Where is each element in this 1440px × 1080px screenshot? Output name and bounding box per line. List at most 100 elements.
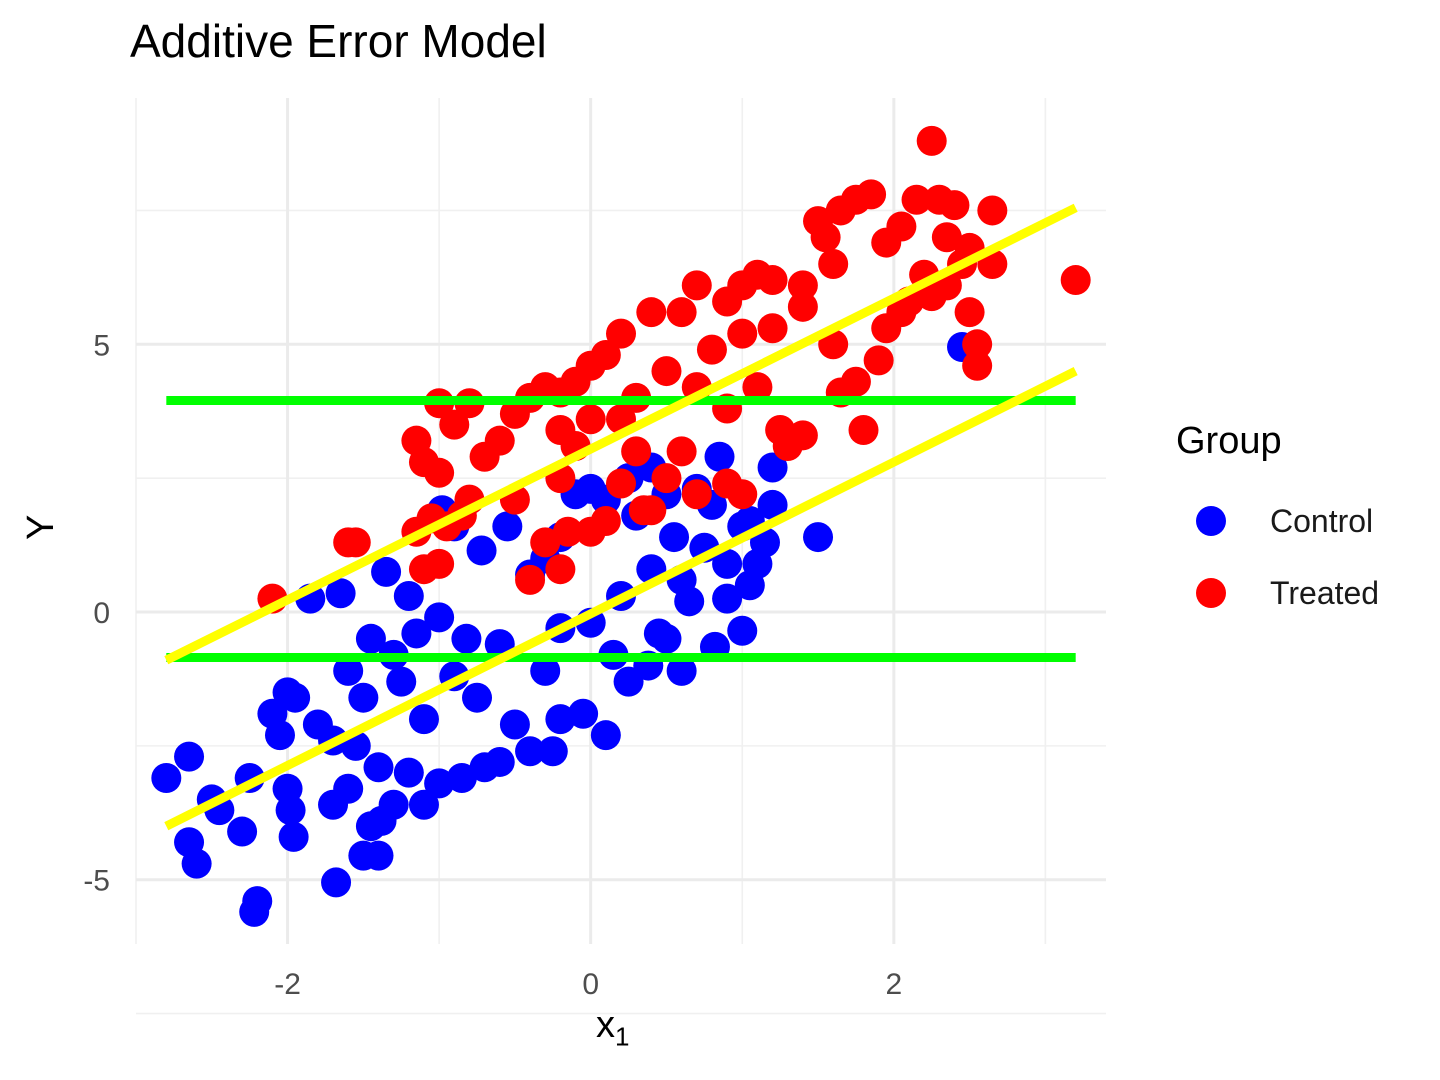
point-treated [977, 195, 1008, 226]
point-control [348, 682, 379, 713]
point-treated [787, 420, 818, 451]
point-control [446, 763, 477, 794]
point-treated [916, 125, 947, 156]
point-treated [742, 372, 773, 403]
point-control [321, 867, 352, 898]
point-control [386, 666, 417, 697]
point-control [363, 752, 394, 783]
point-treated [696, 334, 727, 365]
point-treated [575, 404, 606, 435]
point-treated [840, 366, 871, 397]
point-control [355, 623, 386, 654]
point-treated [727, 318, 758, 349]
point-treated [545, 414, 576, 445]
x-tick-label: 2 [885, 968, 902, 1001]
point-control [333, 655, 364, 686]
point-control [174, 741, 205, 772]
y-axis-title: Y [20, 514, 62, 540]
point-treated [636, 297, 667, 328]
point-control [643, 618, 674, 649]
y-tick-label: 5 [93, 329, 110, 362]
point-treated [787, 291, 818, 322]
point-control [712, 548, 743, 579]
point-treated [803, 206, 834, 237]
point-control [613, 666, 644, 697]
point-treated [681, 270, 712, 301]
point-control [757, 489, 788, 520]
point-treated [901, 184, 932, 215]
point-control [466, 535, 497, 566]
y-tick-label: -5 [83, 865, 110, 898]
x-tick-label: 0 [582, 968, 599, 1001]
point-control [278, 821, 309, 852]
point-treated [681, 479, 712, 510]
point-treated [424, 457, 455, 488]
point-control [727, 615, 758, 646]
point-treated [590, 506, 621, 536]
point-control [318, 789, 349, 820]
point-control [280, 682, 311, 713]
point-treated [787, 270, 818, 301]
point-control [371, 556, 402, 587]
x-axis-title-subscript: 1 [615, 1021, 630, 1052]
point-treated [651, 356, 682, 387]
point-control [462, 682, 493, 713]
point-treated [863, 345, 894, 376]
fit-line [164, 367, 1078, 831]
point-treated [962, 350, 993, 381]
point-treated [712, 286, 743, 317]
point-control [674, 586, 705, 617]
point-control [325, 578, 356, 609]
point-treated [727, 479, 758, 510]
point-control [363, 840, 394, 871]
point-control [401, 618, 432, 649]
point-treated [530, 527, 561, 558]
point-treated [621, 436, 652, 467]
point-control [227, 816, 258, 847]
point-control [568, 698, 599, 729]
point-control [264, 720, 295, 751]
point-treated [651, 463, 682, 494]
point-control [757, 452, 788, 483]
point-treated [636, 495, 667, 526]
point-control [181, 848, 212, 879]
point-control [499, 709, 530, 740]
point-treated [954, 297, 985, 328]
legend-label-control: Control [1270, 502, 1374, 539]
point-control [537, 736, 568, 767]
chart-title: Additive Error Model [130, 15, 547, 67]
point-control [803, 522, 834, 553]
x-tick-label: -2 [274, 968, 301, 1001]
legend-item-treated: Treated [1176, 557, 1379, 629]
legend-title: Group [1176, 420, 1282, 462]
point-treated [484, 425, 515, 456]
point-control [530, 655, 561, 686]
x-axis-title-text: x [596, 1004, 615, 1046]
point-control [393, 580, 424, 611]
legend-swatch-control [1196, 506, 1226, 536]
point-control [378, 789, 409, 820]
point-control [492, 511, 523, 542]
fit-line [164, 203, 1078, 665]
point-control [275, 795, 306, 826]
point-control [393, 757, 424, 788]
point-treated [1060, 265, 1091, 296]
point-control [704, 441, 735, 472]
point-control [408, 789, 439, 820]
point-control [469, 752, 500, 783]
point-treated [931, 222, 962, 253]
point-treated [606, 318, 636, 349]
point-treated [552, 516, 583, 547]
point-treated [962, 329, 993, 360]
point-control [712, 583, 743, 614]
point-control [424, 768, 455, 799]
legend: Group Control Treated [1176, 420, 1379, 629]
point-control [545, 704, 576, 735]
point-treated [606, 468, 636, 499]
point-treated [765, 414, 796, 445]
point-treated [666, 297, 697, 328]
legend-item-control: Control [1176, 485, 1379, 557]
point-control [515, 736, 546, 767]
